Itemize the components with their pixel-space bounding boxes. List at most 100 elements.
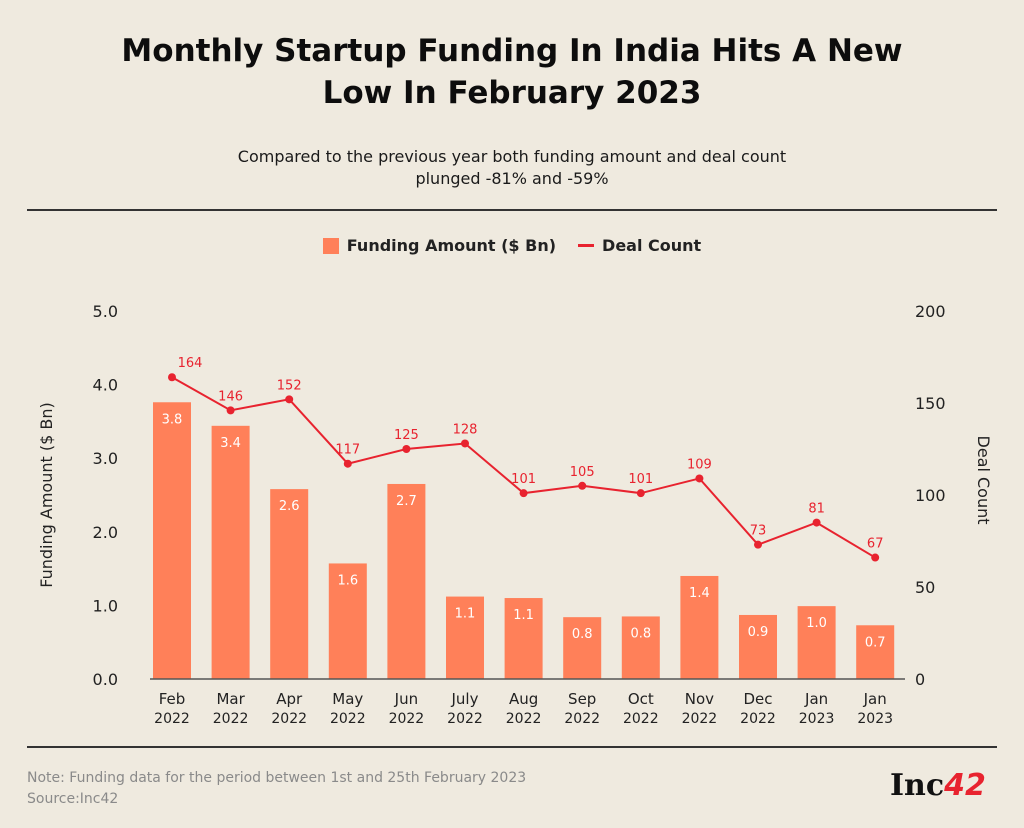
left-tick-label: 1.0: [93, 596, 118, 615]
bar: [328, 563, 367, 679]
x-tick-year: 2022: [213, 711, 249, 727]
x-tick-label: Jan: [863, 690, 887, 708]
deal-count-label: 146: [218, 389, 243, 404]
deal-count-label: 67: [867, 537, 884, 552]
note-text: Note: Funding data for the period betwee…: [27, 770, 527, 786]
x-tick-label: Jun: [394, 690, 418, 708]
x-tick-year: 2022: [154, 711, 190, 727]
footnote: Note: Funding data for the period betwee…: [27, 768, 526, 810]
subtitle-line-2: plunged -81% and -59%: [415, 169, 609, 188]
bar-value-label: 2.7: [396, 494, 417, 509]
bar-value-label: 1.0: [806, 616, 827, 631]
x-tick-label: Nov: [685, 690, 714, 708]
deal-count-label: 152: [277, 378, 302, 393]
left-tick-label: 2.0: [93, 523, 118, 542]
x-tick-label: July: [451, 690, 479, 708]
deal-count-label: 105: [570, 465, 595, 480]
bar-value-label: 0.9: [748, 625, 769, 640]
right-tick-label: 0: [915, 670, 925, 689]
bar-value-label: 2.6: [279, 499, 300, 514]
x-tick-label: Apr: [276, 690, 303, 708]
x-tick-label: Feb: [159, 690, 186, 708]
legend-swatch-bar: [322, 237, 339, 254]
left-tick-label: 0.0: [93, 670, 118, 689]
deal-count-point: [519, 489, 528, 498]
bar: [387, 483, 426, 679]
deal-count-point: [754, 540, 762, 549]
legend-swatch-line: [578, 244, 595, 247]
deal-count-label: 73: [750, 524, 767, 539]
bar: [797, 606, 836, 679]
left-axis-title: Funding Amount ($ Bn): [37, 402, 56, 587]
bar: [680, 575, 719, 679]
bar-value-label: 1.1: [455, 607, 476, 622]
bar: [211, 425, 250, 679]
bar: [739, 614, 777, 679]
right-axis-title: Deal Count: [974, 435, 993, 524]
left-tick-label: 5.0: [93, 302, 118, 321]
legend-label: Deal Count: [602, 236, 702, 255]
bar-value-label: 0.8: [572, 627, 593, 642]
x-tick-label: Aug: [509, 690, 538, 708]
right-tick-label: 200: [915, 302, 946, 321]
bar-value-label: 0.8: [630, 626, 651, 641]
chart-subtitle: Compared to the previous year both fundi…: [0, 146, 1024, 190]
right-tick-label: 100: [915, 486, 946, 505]
x-tick-label: Mar: [216, 690, 245, 708]
bar-value-label: 1.4: [689, 586, 710, 601]
deal-count-label: 109: [687, 457, 712, 472]
x-tick-label: Oct: [628, 690, 654, 708]
bar-value-label: 3.4: [220, 436, 241, 451]
bar: [270, 489, 309, 679]
x-tick-label: May: [332, 690, 363, 708]
deal-count-point: [343, 459, 352, 468]
deal-count-point: [695, 474, 704, 483]
x-tick-year: 2022: [330, 711, 366, 727]
left-tick-label: 4.0: [93, 376, 118, 395]
legend-label: Funding Amount ($ Bn): [346, 236, 557, 255]
x-tick-year: 2022: [682, 711, 718, 727]
bar-value-label: 3.8: [162, 412, 183, 427]
bar: [563, 617, 602, 679]
deal-count-point: [285, 395, 294, 404]
deal-count-label: 128: [453, 422, 478, 437]
chart-title: Monthly Startup Funding In India Hits A …: [0, 30, 1024, 114]
deal-count-label: 125: [394, 428, 419, 443]
deal-count-label: 117: [335, 443, 360, 458]
deal-count-point: [636, 489, 645, 498]
deal-count-label: 81: [808, 502, 825, 517]
bar-value-label: 0.7: [865, 635, 886, 650]
deal-count-point: [812, 518, 821, 527]
x-tick-label: Dec: [743, 690, 772, 708]
left-tick-label: 3.0: [93, 449, 118, 468]
deal-count-point: [461, 439, 469, 448]
deal-count-point: [168, 373, 176, 382]
bar: [856, 625, 895, 679]
right-tick-label: 50: [915, 578, 935, 597]
title-line-2: Low In February 2023: [322, 75, 702, 111]
bar: [504, 598, 543, 679]
deal-count-label: 101: [511, 472, 536, 487]
bar: [446, 596, 484, 679]
legend-item-funding: Funding Amount ($ Bn): [322, 236, 557, 255]
bottom-divider: [27, 746, 997, 748]
legend: Funding Amount ($ Bn) Deal Count: [0, 236, 1024, 255]
deal-count-point: [871, 553, 880, 562]
deal-count-point: [402, 445, 411, 453]
inc42-logo: Inc42: [890, 768, 986, 803]
x-tick-year: 2022: [447, 711, 483, 727]
x-tick-year: 2022: [623, 711, 659, 727]
top-divider: [27, 209, 997, 211]
title-line-1: Monthly Startup Funding In India Hits A …: [121, 33, 903, 69]
x-tick-year: 2022: [740, 711, 776, 727]
x-tick-year: 2022: [564, 711, 600, 727]
x-tick-year: 2022: [506, 711, 542, 727]
x-tick-year: 2022: [271, 711, 307, 727]
deal-count-point: [578, 481, 587, 490]
x-tick-label: Sep: [568, 690, 596, 708]
deal-count-label: 164: [178, 356, 203, 371]
deal-count-point: [226, 406, 235, 415]
x-tick-year: 2022: [389, 711, 425, 727]
bar-value-label: 1.6: [337, 573, 358, 588]
